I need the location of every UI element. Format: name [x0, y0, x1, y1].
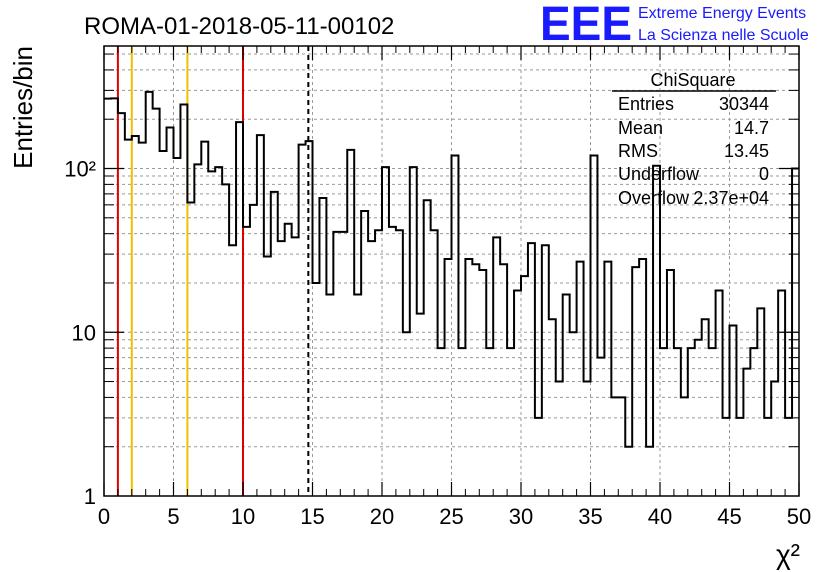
eee-logo: EEE Extreme Energy Events La Scienza nel…: [540, 0, 809, 51]
x-tick-label: 20: [370, 504, 394, 529]
axis-ticks: 0 5 10 15 20 25 30 35 40 45 50 1 10 10²: [64, 46, 811, 529]
x-tick-label: 0: [98, 504, 110, 529]
stats-rows: Entries 30344 Mean 14.7 RMS 13.45 Underf…: [618, 94, 769, 208]
y-tick-label: 1: [84, 484, 96, 509]
x-tick-label: 35: [578, 504, 602, 529]
y-tick-label: 10²: [64, 157, 96, 182]
histogram-series: [104, 90, 799, 448]
x-tick-label: 25: [439, 504, 463, 529]
stats-value-underflow: 0: [759, 164, 769, 184]
x-tick-label: 30: [509, 504, 533, 529]
y-tick-label: 10: [72, 320, 96, 345]
x-tick-label: 15: [300, 504, 324, 529]
x-tick-label: 5: [167, 504, 179, 529]
stats-label-overflow: Overflow: [618, 188, 690, 208]
stats-label-entries: Entries: [618, 94, 674, 114]
y-axis-label: Entries/bin: [8, 46, 38, 169]
stats-value-mean: 14.7: [734, 118, 769, 138]
x-tick-label: 10: [231, 504, 255, 529]
x-tick-label: 45: [717, 504, 741, 529]
eee-logo-letters: EEE: [540, 0, 632, 51]
x-axis-label: χ²: [776, 539, 800, 570]
stats-label-mean: Mean: [618, 118, 663, 138]
stats-label-underflow: Underflow: [618, 164, 700, 184]
eee-logo-line1: Extreme Energy Events: [638, 5, 806, 22]
stats-label-rms: RMS: [618, 141, 658, 161]
chart-title: ROMA-01-2018-05-11-00102: [84, 13, 394, 40]
reference-lines: [116, 46, 310, 496]
stats-box: ChiSquare Entries 30344 Mean 14.7 RMS 13…: [612, 70, 776, 208]
x-tick-label: 40: [648, 504, 672, 529]
stats-value-rms: 13.45: [724, 141, 769, 161]
eee-logo-line2: La Scienza nelle Scuole: [638, 27, 809, 44]
stats-header: ChiSquare: [650, 70, 735, 90]
x-tick-label: 50: [787, 504, 811, 529]
stats-value-entries: 30344: [719, 94, 769, 114]
stats-value-overflow: 2.37e+04: [693, 188, 769, 208]
